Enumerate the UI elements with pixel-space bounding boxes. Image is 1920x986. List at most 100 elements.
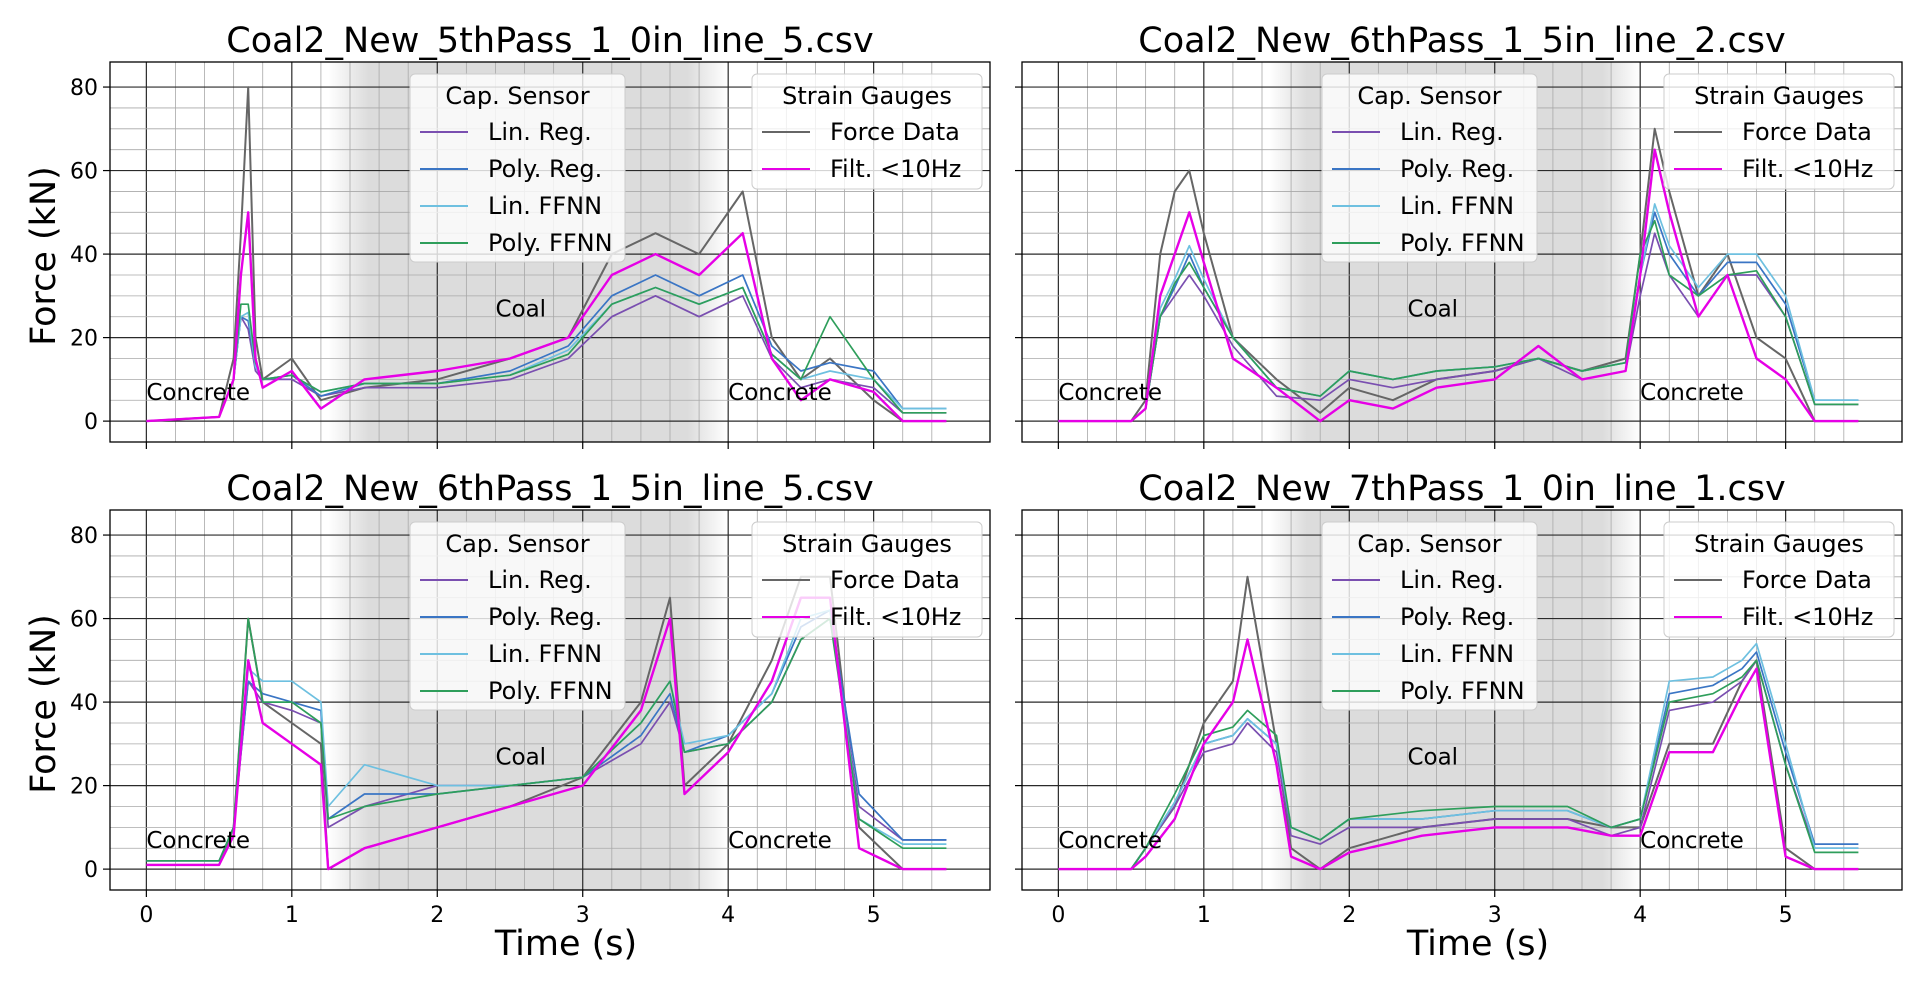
legend-entry: Poly. FFNN: [488, 677, 613, 705]
region-label-concrete: Concrete: [1640, 380, 1744, 406]
series-line-filt-10hz: [1058, 638, 1859, 871]
region-label-coal: Coal: [1407, 745, 1458, 771]
region-label-concrete: Concrete: [146, 828, 250, 854]
region-label-concrete: Concrete: [1640, 828, 1744, 854]
y-tick-label: 40: [70, 243, 98, 268]
series-group: [146, 86, 947, 423]
series-group: [1058, 127, 1859, 423]
legend-title: Cap. Sensor: [1357, 82, 1501, 110]
legend-entry: Poly. FFNN: [1400, 677, 1525, 705]
legend-box: [751, 73, 983, 190]
plot-frame: [1021, 61, 1903, 443]
legend-entry: Lin. FFNN: [488, 640, 602, 668]
series-group: [1058, 575, 1859, 871]
series-line-poly-ffnn: [146, 286, 947, 422]
subplot-4: 0 1 2 3 4 5 Coal2_New_7thPass_1_0in_line_1.csv…: [1015, 469, 1903, 928]
series-line-poly-ffnn: [1058, 219, 1859, 422]
legend-entry: Force Data: [1742, 566, 1872, 594]
legend-entry: Lin. Reg.: [488, 566, 592, 594]
y-axis-label-bottom: Force (kN): [24, 614, 64, 794]
legend-entry: Lin. Reg.: [488, 118, 592, 146]
x-tick-label: 0: [1051, 903, 1065, 928]
series-line-lin-ffnn: [1058, 642, 1859, 870]
legend-box: [1321, 521, 1538, 711]
x-tick-label: 5: [867, 903, 881, 928]
legend-title: Cap. Sensor: [445, 82, 589, 110]
series-line-filt-10hz: [1058, 148, 1859, 423]
legend-box: [409, 73, 626, 263]
legend-box: [1663, 521, 1895, 638]
x-tick-label: 3: [576, 903, 590, 928]
region-label-concrete: Concrete: [1058, 380, 1162, 406]
legend-title: Cap. Sensor: [1357, 530, 1501, 558]
legend-entry: Force Data: [830, 566, 960, 594]
region-label-concrete: Concrete: [728, 380, 832, 406]
legend-box: [1321, 73, 1538, 263]
y-tick-label: 60: [70, 608, 98, 633]
subplot-title: Coal2_New_6thPass_1_5in_line_5.csv: [226, 469, 873, 509]
legend-title: Strain Gauges: [782, 82, 952, 110]
x-tick-label: 1: [285, 903, 299, 928]
legend-entry: Force Data: [830, 118, 960, 146]
legend-entry: Force Data: [1742, 118, 1872, 146]
legend-strain-gauges: Strain Gauges Force Data Filt. <10Hz: [1663, 73, 1895, 190]
legend-entry: Poly. Reg.: [1400, 603, 1514, 631]
legend-entry: Lin. Reg.: [1400, 566, 1504, 594]
legend-cap-sensor: Cap. Sensor Lin. Reg. Poly. Reg. Lin. FFNN P…: [1321, 73, 1538, 263]
x-tick-label: 2: [1342, 903, 1356, 928]
legend-entry: Lin. FFNN: [1400, 640, 1514, 668]
x-tick-label: 5: [1779, 903, 1793, 928]
subplot-title: Coal2_New_6thPass_1_5in_line_2.csv: [1138, 21, 1785, 61]
legend-entry: Filt. <10Hz: [1742, 603, 1873, 631]
legend-entry: Lin. Reg.: [1400, 118, 1504, 146]
subplot-title: Coal2_New_7thPass_1_0in_line_1.csv: [1138, 469, 1785, 509]
y-tick-label: 0: [84, 858, 98, 883]
series-line-poly-ffnn: [1058, 659, 1859, 870]
region-label-coal: Coal: [495, 297, 546, 323]
legend-entry: Filt. <10Hz: [830, 155, 961, 183]
region-label-coal: Coal: [495, 745, 546, 771]
x-tick-label: 0: [139, 903, 153, 928]
legend-entry: Poly. FFNN: [488, 229, 613, 257]
x-axis-label-right: Time (s): [1406, 924, 1549, 964]
legend-cap-sensor: Cap. Sensor Lin. Reg. Poly. Reg. Lin. FFNN P…: [409, 73, 626, 263]
legend-entry: Filt. <10Hz: [830, 603, 961, 631]
plot-frame: [109, 61, 991, 443]
legend-strain-gauges: Strain Gauges Force Data Filt. <10Hz: [751, 73, 983, 190]
x-tick-label: 4: [721, 903, 735, 928]
series-line-lin-reg-: [146, 294, 947, 422]
legend-entry: Filt. <10Hz: [1742, 155, 1873, 183]
legend-title: Strain Gauges: [1694, 530, 1864, 558]
legend-title: Cap. Sensor: [445, 530, 589, 558]
subplot-title: Coal2_New_5thPass_1_0in_line_5.csv: [226, 21, 873, 61]
legend-strain-gauges: Strain Gauges Force Data Filt. <10Hz: [751, 521, 983, 638]
y-tick-label: 60: [70, 160, 98, 185]
plot-frame: [1021, 509, 1903, 891]
region-label-concrete: Concrete: [728, 828, 832, 854]
y-tick-label: 20: [70, 775, 98, 800]
legend-strain-gauges: Strain Gauges Force Data Filt. <10Hz: [1663, 521, 1895, 638]
legend-cap-sensor: Cap. Sensor Lin. Reg. Poly. Reg. Lin. FFNN P…: [1321, 521, 1538, 711]
x-axis-label-left: Time (s): [494, 924, 637, 964]
legend-entry: Poly. Reg.: [488, 155, 602, 183]
legend-entry: Lin. FFNN: [1400, 192, 1514, 220]
legend-box: [751, 521, 983, 638]
region-label-concrete: Concrete: [146, 380, 250, 406]
legend-title: Strain Gauges: [782, 530, 952, 558]
legend-cap-sensor: Cap. Sensor Lin. Reg. Poly. Reg. Lin. FFNN P…: [409, 521, 626, 711]
y-tick-label: 20: [70, 327, 98, 352]
subplot-3: 0 1 2 3 4 5 0 20 40 60 80 Coal2_New_6thPass_1_5in_l…: [70, 469, 991, 928]
region-label-coal: Coal: [1407, 297, 1458, 323]
y-tick-label: 40: [70, 691, 98, 716]
x-tick-label: 1: [1197, 903, 1211, 928]
y-tick-label: 80: [70, 76, 98, 101]
x-tick-label: 2: [430, 903, 444, 928]
legend-entry: Poly. Reg.: [488, 603, 602, 631]
x-tick-label: 3: [1488, 903, 1502, 928]
subplot-1: 0 20 40 60 80 Coal2_New_5thPass_1_0in_line_5.…: [70, 21, 991, 449]
legend-box: [409, 521, 626, 711]
y-tick-label: 0: [84, 410, 98, 435]
series-line-poly-reg-: [146, 274, 947, 422]
subplot-2: Coal2_New_6thPass_1_5in_line_2.csv Concre…: [1015, 21, 1903, 449]
